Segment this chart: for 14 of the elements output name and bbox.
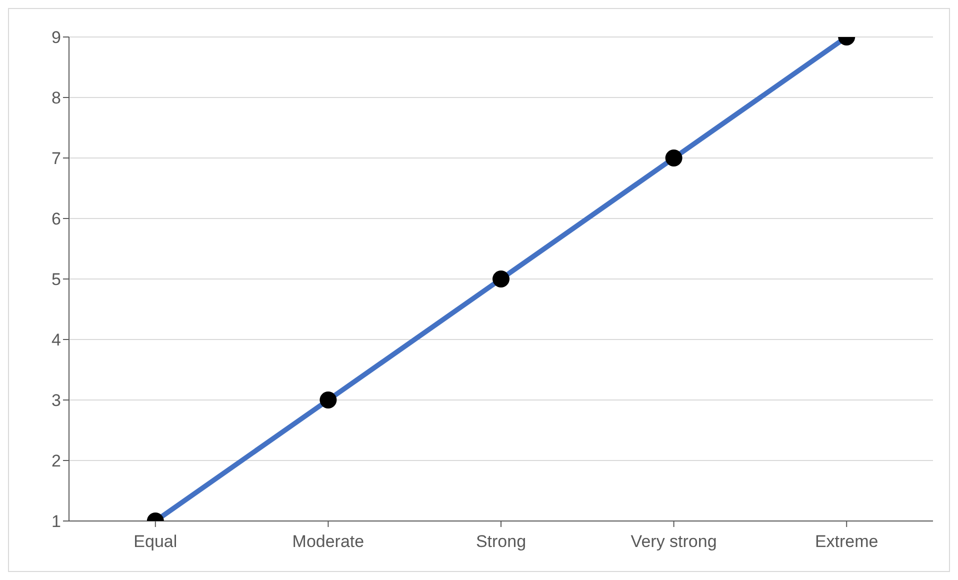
y-tick-label: 3 bbox=[52, 391, 61, 410]
x-tick-label: Very strong bbox=[630, 532, 717, 552]
x-tick-label: Strong bbox=[476, 532, 526, 552]
x-tick-label: Extreme bbox=[814, 532, 878, 552]
y-tick-label: 2 bbox=[52, 452, 61, 471]
y-tick-label: 9 bbox=[52, 28, 61, 48]
y-tick-label: 5 bbox=[52, 270, 61, 290]
y-tick-label: 6 bbox=[52, 210, 61, 229]
y-tick-label: 4 bbox=[52, 330, 61, 350]
y-tick-label: 1 bbox=[52, 512, 61, 532]
y-tick-label: 7 bbox=[52, 149, 61, 168]
x-tick-label: Equal bbox=[134, 532, 178, 552]
y-tick-label: 8 bbox=[52, 88, 61, 108]
x-tick-label: Moderate bbox=[292, 532, 364, 552]
